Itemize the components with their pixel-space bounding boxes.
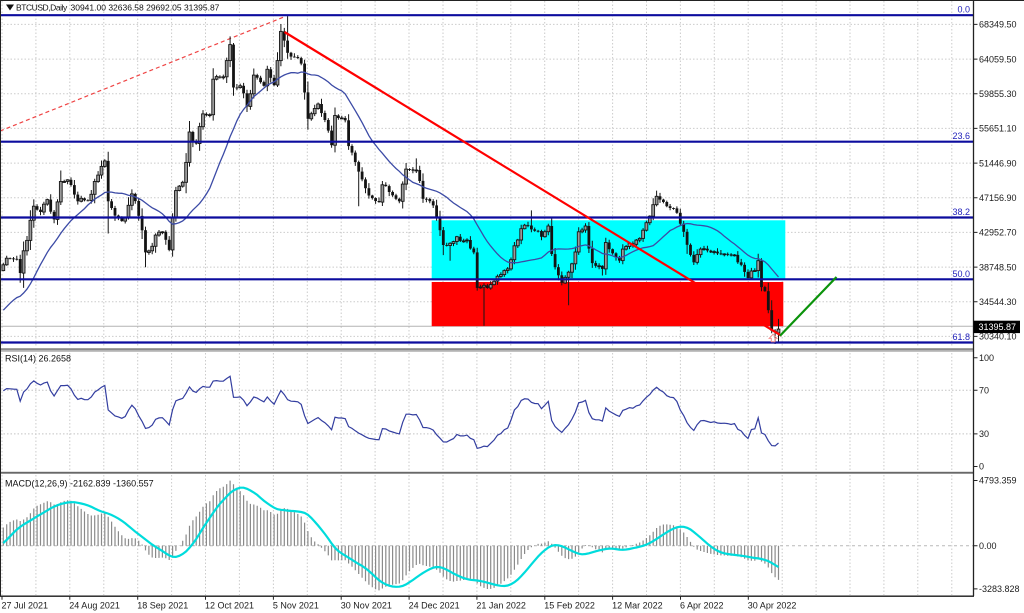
svg-text:15 Feb 2022: 15 Feb 2022 [544,601,595,611]
svg-text:24 Aug 2021: 24 Aug 2021 [69,601,120,611]
svg-text:31395.87: 31395.87 [979,322,1017,332]
svg-text:RSI(14) 26.2658: RSI(14) 26.2658 [5,354,71,364]
svg-text:100: 100 [979,353,994,363]
svg-text:27 Jul 2021: 27 Jul 2021 [2,601,49,611]
svg-text:51446.90: 51446.90 [979,158,1017,168]
svg-text:12 Oct 2021: 12 Oct 2021 [205,601,254,611]
svg-text:24 Dec 2021: 24 Dec 2021 [409,601,460,611]
svg-text:59855.30: 59855.30 [979,89,1017,99]
svg-text:42952.70: 42952.70 [979,228,1017,238]
svg-text:30 Nov 2021: 30 Nov 2021 [341,601,392,611]
svg-text:18 Sep 2021: 18 Sep 2021 [137,601,188,611]
svg-text:MACD(12,26,9) -2162.839 -1360.: MACD(12,26,9) -2162.839 -1360.557 [5,479,154,489]
svg-text:34544.30: 34544.30 [979,297,1017,307]
svg-text:6 Apr 2022: 6 Apr 2022 [680,601,724,611]
svg-text:61.8: 61.8 [952,332,970,342]
svg-text:64059.50: 64059.50 [979,54,1017,64]
svg-text:55651.10: 55651.10 [979,124,1017,134]
svg-text:0: 0 [979,462,984,472]
svg-text:12 Mar 2022: 12 Mar 2022 [612,601,663,611]
svg-text:-3283.828: -3283.828 [979,584,1020,594]
svg-text:5 Nov 2021: 5 Nov 2021 [273,601,319,611]
svg-text:30: 30 [979,429,989,439]
svg-text:4793.359: 4793.359 [979,476,1017,486]
svg-text:68349.50: 68349.50 [979,20,1017,30]
svg-text:0.0: 0.0 [957,5,970,15]
svg-text:23.6: 23.6 [952,131,970,141]
svg-text:0.00: 0.00 [979,541,997,551]
svg-text:70: 70 [979,386,989,396]
svg-text:21 Jan 2022: 21 Jan 2022 [476,601,526,611]
svg-text:38.2: 38.2 [952,207,970,217]
svg-text:50.0: 50.0 [952,269,970,279]
svg-text:47156.90: 47156.90 [979,193,1017,203]
svg-text:38748.50: 38748.50 [979,262,1017,272]
svg-text:30 Apr 2022: 30 Apr 2022 [748,601,797,611]
svg-text:30340.10: 30340.10 [979,332,1017,342]
